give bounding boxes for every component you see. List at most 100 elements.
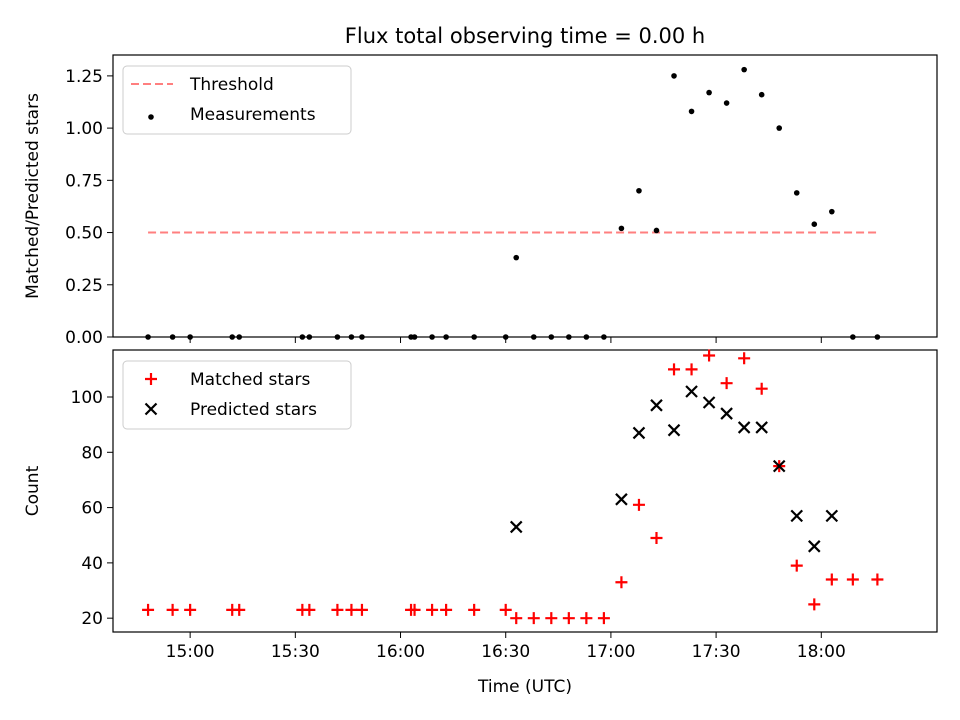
measurement-point [229,334,236,340]
y-tick-label: 0.50 [65,224,103,244]
predicted-star-point [667,423,681,437]
x-tick-label: 16:30 [481,642,530,662]
measurement-point [236,334,243,340]
y-tick-label: 0.75 [65,171,103,191]
measurement-point [530,334,537,340]
measurement-point [793,190,800,196]
legend [122,360,352,430]
predicted-star-point [772,459,786,473]
bottom-panel: 20 40 60 80 100 15:00 15:30 16:00 16:30 17:00 17:3… [23,349,938,697]
predicted-star-point [685,385,698,398]
matched-star-point [597,612,610,625]
top-panel: 0.00 0.25 0.50 0.75 1.00 1.25 Matched/Predicte… [23,54,938,348]
matched-star-point [184,603,197,616]
measurement-point [618,225,625,232]
y-tick-label: 0.25 [65,276,103,296]
measurement-point [653,227,660,234]
legend-label: Measurements [190,105,316,125]
measurement-point [306,334,313,340]
y-tick-label: 40 [81,554,103,574]
matched-star-point [846,573,859,586]
measurement-point [829,208,835,215]
measurement-point [850,334,856,340]
matched-star-point [345,603,358,616]
y-tick-label: 1.00 [65,119,103,139]
measurement-point [359,334,365,340]
matched-star-point [825,573,838,586]
legend-label: Threshold [189,75,274,95]
matched-star-point [580,612,593,625]
y-tick-label: 60 [81,499,103,519]
measurement-point [429,334,435,340]
matched-star-point [808,598,821,611]
measurement-point [874,334,881,340]
matched-star-point [871,573,884,586]
matched-star-point [331,603,344,616]
y-tick-label: 1.25 [65,67,103,87]
measurement-point [443,334,449,340]
measurement-point [741,66,747,73]
predicted-star-point [790,509,804,523]
legend-measurement-swatch [148,114,154,120]
measurement-point [636,187,642,194]
measurement-point [348,334,355,340]
y-axis-label: Matched/Predicted stars [23,93,43,299]
legend-matched-swatch [145,373,157,385]
matched-star-point [650,532,663,544]
measurement-point [706,89,712,96]
x-tick-label: 15:30 [271,642,320,662]
y-tick-label: 100 [71,388,103,408]
y-axis-label: Count [23,465,43,516]
chart-title: Flux total observing time = 0.00 h [345,24,705,48]
predicted-star-point [720,407,733,420]
predicted-star-point [702,396,716,409]
axes-frame [112,54,938,338]
matched-star-point [685,363,698,376]
measurement-point [811,221,818,227]
x-tick-label: 18:00 [797,642,846,662]
predicted-star-point [650,399,663,412]
measurement-point [566,334,572,340]
measurement-point [723,100,730,106]
measurement-point [299,334,306,340]
measurement-point [758,91,765,98]
y-tick-label: 80 [81,443,103,463]
measurement-point [145,334,151,340]
x-tick-label: 16:00 [376,642,425,662]
matched-star-point [142,603,155,616]
matched-star-point [632,498,645,511]
matched-star-point [738,352,751,365]
matched-star-point [499,603,512,616]
matched-star-point [668,363,681,376]
matched-star-point [703,349,716,362]
legend-predicted-swatch [144,402,158,416]
matched-star-point [755,382,768,395]
matched-star-point [233,603,246,616]
matched-star-point [303,603,316,616]
predicted-star-point [825,509,839,523]
legend-label: Matched stars [190,370,310,390]
measurement-point [334,334,341,340]
predicted-star-point [615,493,628,506]
legend [122,65,352,135]
matched-star-point [166,603,179,616]
measurement-point [471,334,477,340]
matched-star-point [408,603,421,616]
x-tick-label: 17:00 [586,642,635,662]
measurement-point [513,254,520,261]
matched-star-point [790,559,803,572]
matched-star-point [545,612,558,625]
matched-star-point [720,377,733,390]
matched-star-point [527,612,540,625]
predicted-star-point [737,421,751,434]
measurement-point [502,334,509,340]
measurement-point [187,334,193,340]
axes-frame [112,349,938,633]
predicted-star-point [755,421,768,434]
measurement-point [776,125,783,131]
matched-star-point [440,603,453,616]
measurement-point [548,334,555,340]
matched-star-point [426,603,439,616]
x-tick-label: 17:30 [692,642,741,662]
